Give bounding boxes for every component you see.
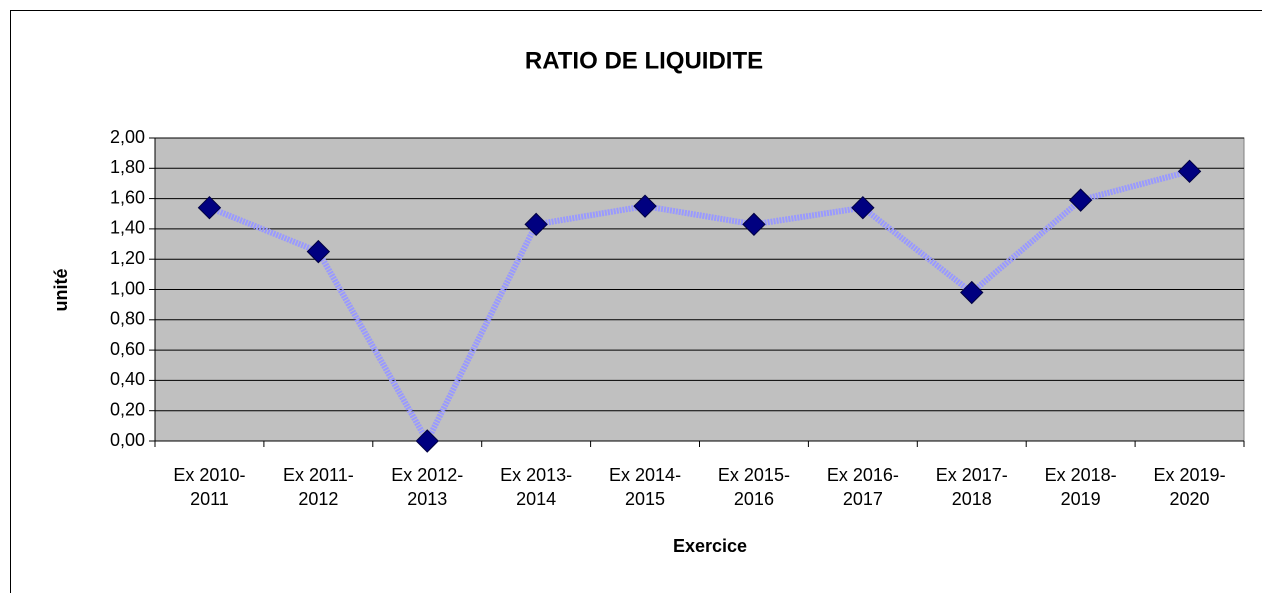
x-tick-label: Ex 2014-2015 xyxy=(609,465,682,509)
y-tick-label: 2,00 xyxy=(110,127,145,147)
x-tick-label: Ex 2012-2013 xyxy=(391,465,464,509)
data-point xyxy=(306,239,331,264)
data-point xyxy=(851,195,875,220)
y-tick-label: 0,80 xyxy=(110,309,145,329)
data-point xyxy=(197,195,222,220)
y-axis-label: unité xyxy=(51,269,71,312)
data-point xyxy=(742,212,766,237)
x-tick-label: Ex 2015-2016 xyxy=(717,465,790,509)
data-point xyxy=(960,280,984,305)
x-tick-label: Ex 2011-2012 xyxy=(282,465,354,509)
data-point xyxy=(524,212,548,237)
x-tick-label: Ex 2019-2020 xyxy=(1153,465,1226,509)
y-tick-label: 1,80 xyxy=(110,157,145,177)
x-tick-label: Ex 2010-2011 xyxy=(173,465,246,509)
chart-title: RATIO DE LIQUIDITE xyxy=(525,47,763,74)
x-tick-label: Ex 2017-2018 xyxy=(935,465,1008,509)
x-tick-label: Ex 2016-2017 xyxy=(826,465,899,509)
x-tick-label: Ex 2013-2014 xyxy=(500,465,573,509)
series-line xyxy=(208,168,1191,448)
x-tick-label: Ex 2018-2019 xyxy=(1044,465,1117,509)
y-tick-label: 1,40 xyxy=(110,218,145,238)
y-tick-label: 1,60 xyxy=(110,187,145,207)
y-tick-label: 0,20 xyxy=(110,399,145,419)
data-point xyxy=(633,194,657,218)
y-tick-label: 0,60 xyxy=(110,339,145,359)
x-axis-label: Exercice xyxy=(673,536,747,556)
y-tick-label: 1,00 xyxy=(110,278,145,298)
y-tick-label: 0,40 xyxy=(110,369,145,389)
data-point xyxy=(1177,159,1202,184)
data-point xyxy=(415,429,439,453)
y-tick-label: 0,00 xyxy=(110,430,145,450)
chart-border xyxy=(10,10,1262,593)
data-point xyxy=(1068,188,1093,212)
y-tick-label: 1,20 xyxy=(110,248,145,268)
